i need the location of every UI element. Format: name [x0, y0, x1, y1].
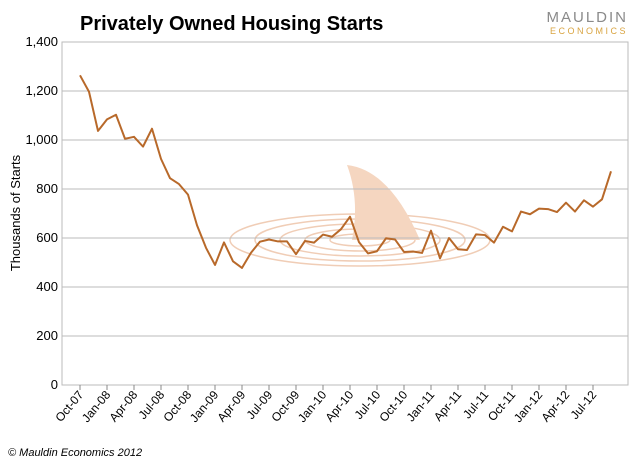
- y-tick-label: 1,400: [25, 34, 58, 49]
- y-tick-label: 800: [36, 181, 58, 196]
- x-tick-label: Jan-11: [404, 388, 438, 425]
- logo-name: MAULDIN: [546, 9, 628, 26]
- y-tick-label: 1,000: [25, 132, 58, 147]
- y-tick-label: 200: [36, 328, 58, 343]
- x-tick-label: Apr-09: [214, 388, 248, 425]
- x-tick-label: Jan-09: [187, 388, 222, 425]
- chart-title: Privately Owned Housing Starts: [80, 13, 383, 35]
- y-tick-label: 600: [36, 230, 58, 245]
- logo-tagline: ECONOMICS: [550, 26, 628, 36]
- x-tick-label: Jan-10: [295, 388, 330, 425]
- y-tick-label: 400: [36, 279, 58, 294]
- x-tick-label: Jul-12: [568, 388, 600, 422]
- y-tick-label: 1,200: [25, 83, 58, 98]
- y-axis-label: Thousands of Starts: [8, 154, 23, 271]
- x-tick-label: Apr-11: [431, 388, 465, 424]
- shark-decoration: [229, 165, 491, 267]
- data-line: [79, 74, 612, 269]
- x-tick-label: Jan-12: [511, 388, 546, 425]
- x-tick-label: Apr-08: [106, 388, 140, 425]
- x-tick-label: Apr-10: [322, 388, 356, 425]
- x-tick-label: Jan-08: [79, 388, 114, 425]
- y-tick-label: 0: [51, 377, 58, 392]
- x-tick-label: Oct-10: [376, 388, 410, 425]
- footer: © Mauldin Economics 2012: [8, 447, 142, 459]
- x-tick-label: Apr-12: [538, 388, 572, 425]
